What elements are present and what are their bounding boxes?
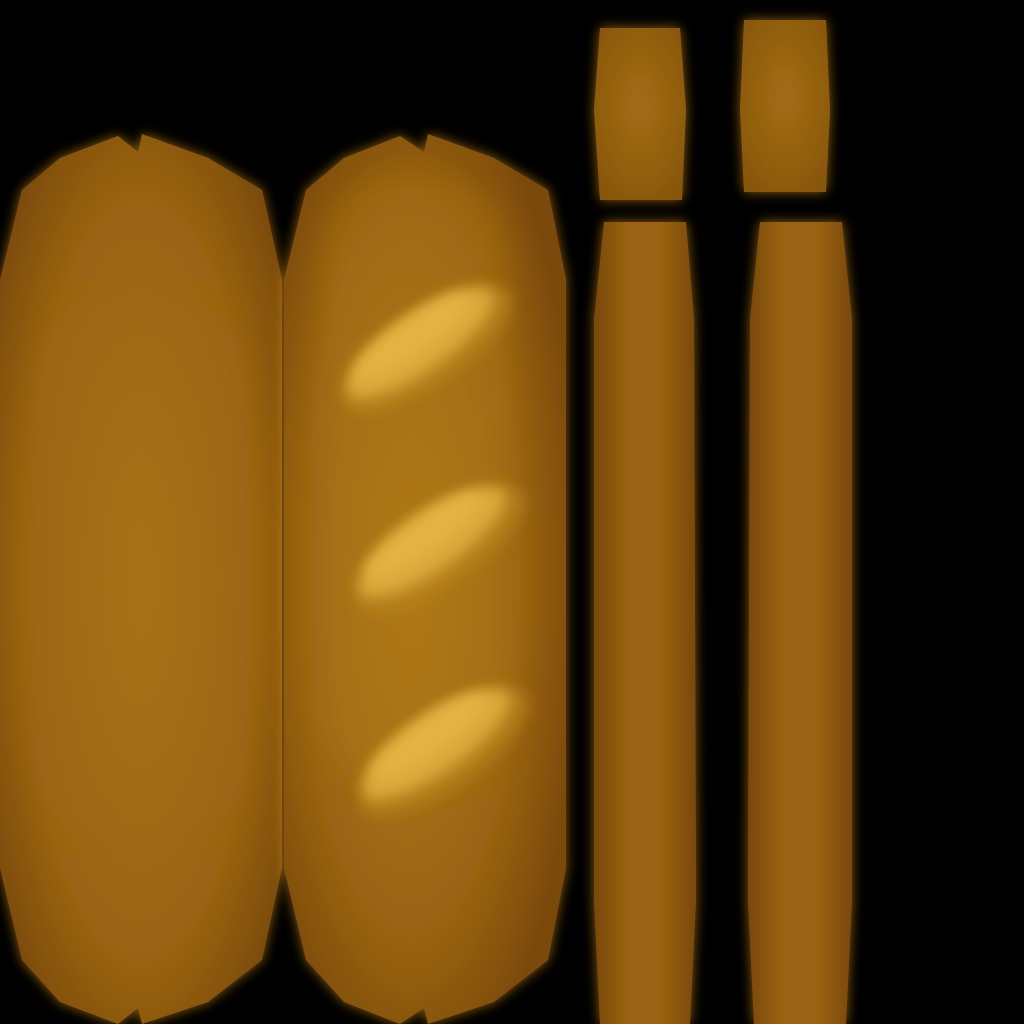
- side-panel-scored: [284, 134, 566, 1024]
- side-panel-plain: [0, 134, 282, 1024]
- bottom-strip-right: [748, 222, 852, 1024]
- bottom-strip-left: [594, 222, 696, 1024]
- score-mark-1: [343, 285, 513, 415]
- score-mark-2: [355, 485, 525, 615]
- end-cap-left: [594, 28, 686, 200]
- score-mark-3: [359, 687, 529, 817]
- end-cap-right: [740, 20, 830, 192]
